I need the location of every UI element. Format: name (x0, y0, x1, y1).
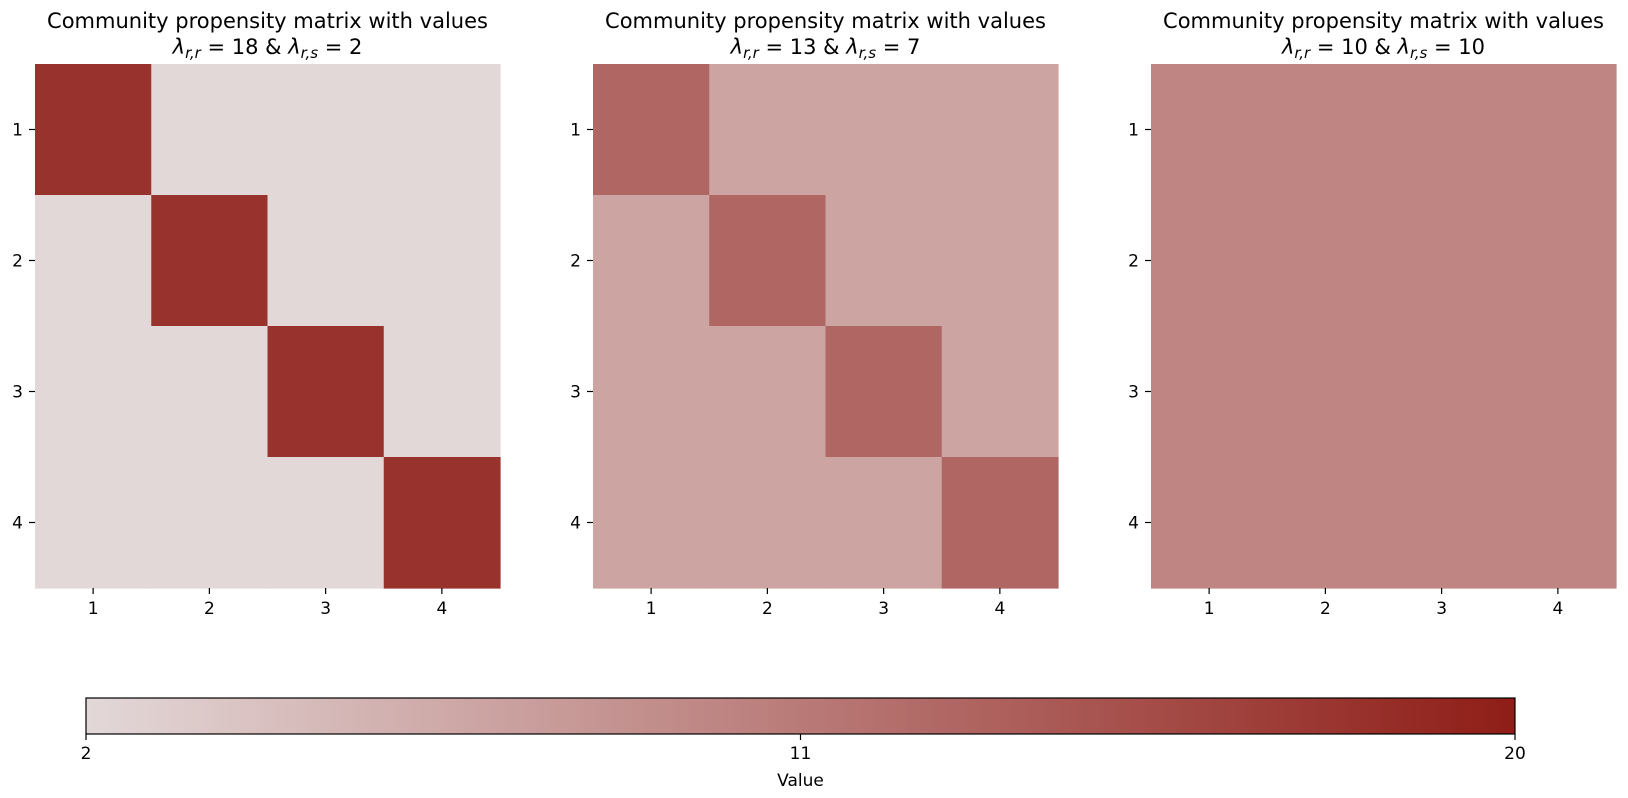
heatmap-cell-r1-c4 (383, 64, 501, 196)
heatmap-panel-3: Community propensity matrix with valuesλ… (1128, 9, 1617, 619)
heatmap-cell-r4-c2 (1267, 457, 1385, 589)
heatmap-cell-r2-c1 (35, 195, 152, 327)
heatmap-cell-r1-c2 (1267, 64, 1385, 196)
colorbar: 2 11 20 Value (81, 697, 1526, 791)
colorbar-label: Value (777, 771, 824, 791)
heatmap-cell-r1-c2 (151, 64, 269, 196)
heatmap-cell-r1-c1 (35, 64, 152, 196)
heatmap-cell-r4-c4 (1499, 457, 1617, 589)
heatmap-cell-r3-c3 (1383, 326, 1501, 458)
heatmap-cell-r2-c4 (941, 195, 1059, 327)
y-tick-label: 2 (12, 252, 23, 272)
heatmap-cell-r2-c1 (1151, 195, 1268, 327)
heatmap-cell-r1-c3 (1383, 64, 1501, 196)
heatmap-cell-r3-c2 (151, 326, 269, 458)
heatmap-cell-r2-c3 (267, 195, 385, 327)
heatmap-cell-r4-c4 (941, 457, 1059, 589)
heatmap-cell-r4-c2 (151, 457, 269, 589)
heatmap-cell-r4-c3 (825, 457, 943, 589)
y-tick-label: 2 (1128, 252, 1139, 272)
heatmap-cell-r2-c4 (383, 195, 501, 327)
x-tick-label: 1 (646, 599, 657, 619)
heatmap-cell-r2-c3 (825, 195, 943, 327)
x-tick-label: 4 (436, 599, 447, 619)
heatmap-cell-r4-c1 (1151, 457, 1268, 589)
y-tick-label: 4 (1128, 514, 1139, 534)
heatmap-cell-r2-c2 (1267, 195, 1385, 327)
heatmap-cell-r2-c4 (1499, 195, 1617, 327)
y-tick-label: 1 (570, 121, 581, 141)
panel-title: Community propensity matrix with values (47, 9, 488, 33)
heatmap-cell-r3-c2 (709, 326, 827, 458)
colorbar-gradient (85, 697, 1516, 735)
heatmap-cell-r3-c3 (825, 326, 943, 458)
panel-subtitle: λr,r = 18 & λr,s = 2 (172, 35, 363, 62)
x-tick-label: 2 (204, 599, 215, 619)
heatmap-cell-r4-c1 (593, 457, 710, 589)
heatmap-cell-r3-c1 (35, 326, 152, 458)
panel-subtitle: λr,r = 13 & λr,s = 7 (730, 35, 921, 62)
colorbar-tick-label: 2 (81, 744, 92, 764)
heatmap-cell-r2-c2 (151, 195, 269, 327)
x-tick-label: 3 (878, 599, 889, 619)
heatmap-cell-r4-c2 (709, 457, 827, 589)
y-tick-label: 1 (1128, 121, 1139, 141)
x-tick-label: 4 (994, 599, 1005, 619)
colorbar-tick-label: 20 (1504, 744, 1526, 764)
heatmap-cell-r4-c4 (383, 457, 501, 589)
y-tick-label: 4 (570, 514, 581, 534)
heatmap-cell-r3-c4 (941, 326, 1059, 458)
heatmap-cell-r1-c1 (593, 64, 710, 196)
y-tick-label: 4 (12, 514, 23, 534)
x-tick-label: 4 (1552, 599, 1563, 619)
heatmap-cell-r2-c3 (1383, 195, 1501, 327)
panel-title: Community propensity matrix with values (1163, 9, 1604, 33)
heatmap-cell-r4-c3 (1383, 457, 1501, 589)
colorbar-tick-label: 11 (790, 744, 812, 764)
heatmap-cell-r3-c4 (1499, 326, 1617, 458)
heatmap-cell-r3-c4 (383, 326, 501, 458)
y-tick-label: 3 (12, 383, 23, 403)
heatmap-cell-r2-c1 (593, 195, 710, 327)
heatmap-cell-r1-c3 (267, 64, 385, 196)
heatmap-cell-r4-c1 (35, 457, 152, 589)
y-tick-label: 3 (1128, 383, 1139, 403)
heatmap-cell-r4-c3 (267, 457, 385, 589)
x-tick-label: 2 (1320, 599, 1331, 619)
heatmap-cell-r3-c1 (593, 326, 710, 458)
heatmap-cell-r3-c2 (1267, 326, 1385, 458)
heatmap-cell-r2-c2 (709, 195, 827, 327)
x-tick-label: 3 (320, 599, 331, 619)
x-tick-label: 2 (762, 599, 773, 619)
heatmap-cell-r3-c1 (1151, 326, 1268, 458)
heatmap-cell-r1-c1 (1151, 64, 1268, 196)
heatmap-panel-2: Community propensity matrix with valuesλ… (570, 9, 1059, 619)
panel-subtitle: λr,r = 10 & λr,s = 10 (1281, 35, 1485, 62)
heatmap-cell-r1-c4 (941, 64, 1059, 196)
x-tick-label: 3 (1436, 599, 1447, 619)
panel-title: Community propensity matrix with values (605, 9, 1046, 33)
heatmap-panel-1: Community propensity matrix with valuesλ… (12, 9, 501, 619)
y-tick-label: 2 (570, 252, 581, 272)
x-tick-label: 1 (1204, 599, 1215, 619)
heatmap-cell-r1-c2 (709, 64, 827, 196)
y-tick-label: 1 (12, 121, 23, 141)
heatmap-cell-r1-c4 (1499, 64, 1617, 196)
x-tick-label: 1 (88, 599, 99, 619)
y-tick-label: 3 (570, 383, 581, 403)
heatmap-cell-r3-c3 (267, 326, 385, 458)
heatmap-cell-r1-c3 (825, 64, 943, 196)
